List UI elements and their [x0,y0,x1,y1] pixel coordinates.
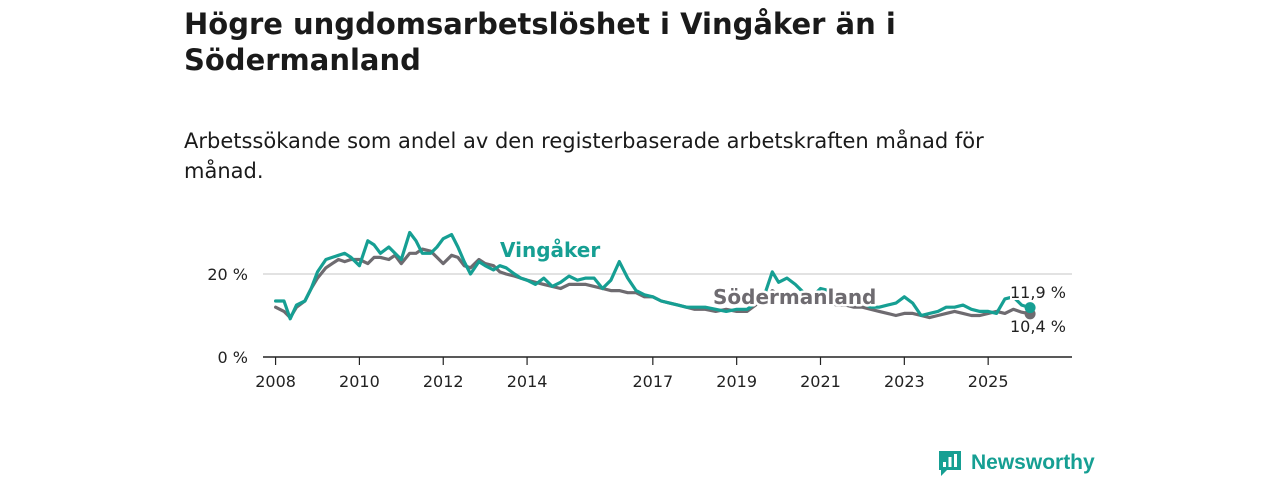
series-label-sodermanland: Södermanland [713,285,876,309]
y-tick-label: 20 % [207,265,248,284]
x-tick-label: 2023 [884,372,925,391]
series-lines [274,230,1036,321]
x-tick-label: 2017 [632,372,673,391]
x-tick-label: 2021 [800,372,841,391]
x-tick-label: 2010 [339,372,380,391]
brand-logo[interactable]: Newsworthy [937,449,1095,477]
series-line-vingaker [274,230,1032,321]
x-tick-label: 2019 [716,372,757,391]
x-tick-label: 2014 [507,372,548,391]
series-line-sodermanland [274,247,1032,320]
x-tick-label: 2012 [423,372,464,391]
axes: 0 % 20 % 2008 2010 2012 2014 2017 2019 2021 2023 2… [207,265,1072,391]
x-tick-label: 2025 [968,372,1009,391]
brand-name: Newsworthy [971,451,1095,474]
series-labels: Vingåker Södermanland 11,9 % 10,4 % [498,236,1068,339]
end-value-label-vingaker: 11,9 % [1010,283,1066,302]
bar-chart-speech-bubble-icon [939,451,961,476]
x-tick-label: 2008 [255,372,296,391]
chart-subtitle: Arbetssökande som andel av den registerb… [184,129,984,183]
y-tick-label: 0 % [218,348,248,367]
chart-title: Högre ungdomsarbetslöshet i Vingåker än … [184,7,896,77]
series-label-vingaker: Vingåker [500,238,600,262]
end-value-label-sodermanland: 10,4 % [1010,317,1066,336]
end-point-vingaker [1024,302,1036,314]
